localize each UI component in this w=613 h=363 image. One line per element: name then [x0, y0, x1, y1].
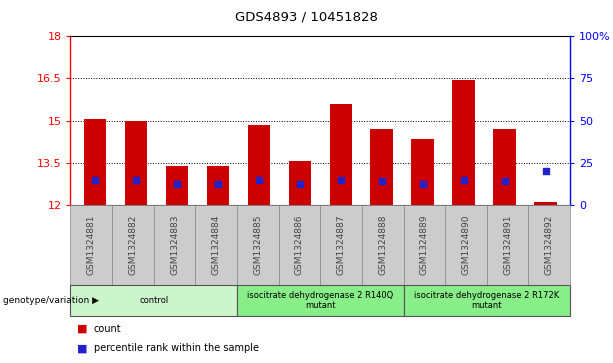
Text: isocitrate dehydrogenase 2 R172K
mutant: isocitrate dehydrogenase 2 R172K mutant: [414, 291, 560, 310]
Bar: [248, 125, 270, 205]
Text: ■: ■: [77, 323, 87, 334]
Text: GSM1324884: GSM1324884: [211, 215, 221, 275]
Bar: [207, 166, 229, 205]
Text: GDS4893 / 10451828: GDS4893 / 10451828: [235, 11, 378, 24]
Text: isocitrate dehydrogenase 2 R140Q
mutant: isocitrate dehydrogenase 2 R140Q mutant: [247, 291, 394, 310]
Point: [90, 177, 100, 183]
Point: [295, 181, 305, 187]
Point: [336, 177, 346, 183]
Text: percentile rank within the sample: percentile rank within the sample: [94, 343, 259, 354]
Bar: [330, 104, 352, 205]
Point: [213, 181, 223, 187]
Text: genotype/variation ▶: genotype/variation ▶: [3, 296, 99, 305]
Bar: [535, 202, 557, 205]
Point: [254, 177, 264, 183]
Bar: [370, 129, 393, 205]
Point: [541, 168, 550, 174]
Point: [418, 181, 428, 187]
Bar: [452, 80, 475, 205]
Text: GSM1324886: GSM1324886: [295, 215, 304, 275]
Text: ■: ■: [77, 343, 87, 354]
Text: GSM1324887: GSM1324887: [337, 215, 346, 275]
Bar: [125, 121, 147, 205]
Text: GSM1324891: GSM1324891: [503, 215, 512, 275]
Text: GSM1324890: GSM1324890: [462, 215, 471, 275]
Text: GSM1324885: GSM1324885: [253, 215, 262, 275]
Text: GSM1324883: GSM1324883: [170, 215, 179, 275]
Point: [459, 177, 468, 183]
Text: GSM1324888: GSM1324888: [378, 215, 387, 275]
Text: GSM1324881: GSM1324881: [87, 215, 96, 275]
Bar: [289, 162, 311, 205]
Text: control: control: [139, 296, 169, 305]
Point: [172, 181, 182, 187]
Bar: [493, 129, 516, 205]
Text: count: count: [94, 323, 121, 334]
Bar: [411, 139, 434, 205]
Point: [131, 177, 141, 183]
Bar: [166, 166, 188, 205]
Point: [377, 178, 387, 184]
Text: GSM1324889: GSM1324889: [420, 215, 429, 275]
Text: GSM1324892: GSM1324892: [545, 215, 554, 275]
Point: [500, 178, 509, 184]
Bar: [84, 119, 106, 205]
Text: GSM1324882: GSM1324882: [129, 215, 137, 275]
